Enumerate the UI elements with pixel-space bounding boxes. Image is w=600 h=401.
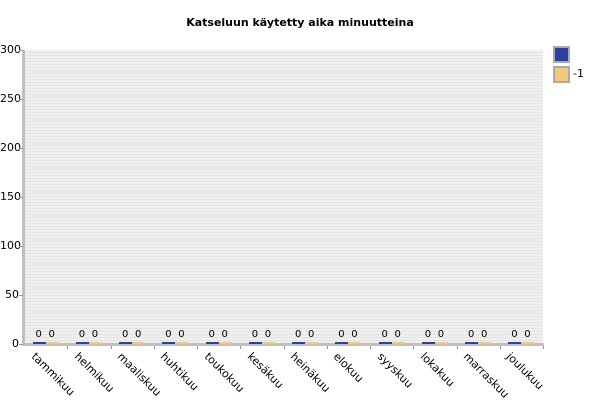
bar	[508, 342, 522, 344]
bar-value-label: 0	[251, 329, 259, 340]
y-tick-mark	[19, 344, 23, 345]
x-tick-mark	[283, 346, 285, 349]
chart-title: Katseluun käytetty aika minuutteina	[186, 16, 414, 29]
bar	[175, 342, 189, 344]
bar-value-label: 0	[351, 329, 358, 340]
x-tick-label: lokakuu	[417, 350, 458, 390]
legend-label-series-2: -1	[573, 67, 584, 80]
bar	[521, 342, 535, 344]
x-tick-mark	[67, 346, 69, 349]
legend-swatch-series-2	[553, 66, 570, 83]
x-tick-mark	[240, 346, 242, 349]
y-tick-label: 100	[0, 239, 21, 252]
y-axis-line	[22, 50, 25, 346]
bar	[305, 342, 319, 344]
bar	[292, 342, 306, 344]
bar	[119, 342, 133, 344]
x-tick-label: elokuu	[331, 350, 367, 386]
bar-value-label: 0	[121, 329, 129, 340]
y-tick-label: 250	[0, 92, 21, 105]
y-tick-mark	[19, 148, 23, 149]
x-tick-label: helmikuu	[71, 350, 117, 395]
bar	[378, 342, 392, 344]
bar-value-label: 0	[264, 329, 272, 340]
x-tick-label: kesäkuu	[244, 350, 286, 392]
x-tick-mark	[499, 346, 501, 349]
bar	[205, 342, 219, 344]
bar-value-label: 0	[524, 329, 531, 340]
bar	[478, 342, 492, 344]
bar-value-label: 0	[134, 329, 142, 340]
x-tick-label: huhtikuu	[158, 350, 202, 394]
x-tick-mark	[370, 346, 371, 349]
bar-value-label: 0	[48, 329, 55, 340]
bar-value-label: 0	[307, 329, 315, 340]
bar	[421, 342, 435, 344]
bar	[348, 342, 362, 344]
bar-value-label: 0	[78, 329, 86, 340]
bar-value-label: 0	[294, 329, 302, 340]
x-tick-mark	[153, 346, 155, 349]
bar	[88, 342, 102, 344]
x-tick-label: heinäkuu	[287, 350, 333, 395]
bar-value-label: 0	[35, 329, 42, 340]
x-tick-mark	[543, 346, 544, 349]
bar	[45, 342, 59, 344]
y-tick-mark	[19, 295, 23, 296]
x-tick-label: tammikuu	[28, 350, 77, 399]
x-tick-label: joulukuu	[504, 350, 547, 393]
x-tick-mark	[110, 346, 112, 349]
y-tick-mark	[19, 50, 23, 51]
bar	[162, 342, 176, 344]
bar	[391, 342, 405, 344]
bar-value-label: 0	[381, 329, 388, 340]
bar	[465, 342, 479, 344]
y-tick-mark	[19, 197, 23, 198]
bar-value-label: 0	[467, 329, 475, 340]
legend-swatch-series-1	[553, 46, 570, 63]
x-tick-mark	[326, 346, 328, 349]
plot-area	[24, 50, 543, 344]
bar	[335, 342, 349, 344]
x-tick-label: syyskuu	[374, 350, 416, 391]
bar-value-label: 0	[480, 329, 488, 340]
x-tick-label: maaliskuu	[114, 350, 164, 399]
bar-value-label: 0	[394, 329, 401, 340]
y-tick-mark	[19, 99, 23, 100]
bar-value-label: 0	[511, 329, 518, 340]
bar	[248, 342, 262, 344]
bar	[75, 342, 89, 344]
bar	[434, 342, 448, 344]
y-tick-label: 200	[0, 141, 21, 154]
y-tick-label: 0	[12, 337, 19, 350]
bar-value-label: 0	[208, 329, 215, 340]
bar	[32, 342, 46, 344]
y-tick-label: 300	[0, 43, 21, 56]
bar-value-label: 0	[437, 329, 445, 340]
bar	[261, 342, 275, 344]
bar	[132, 342, 146, 344]
bar-value-label: 0	[178, 329, 185, 340]
x-tick-mark	[413, 346, 415, 349]
bar-value-label: 0	[338, 329, 345, 340]
x-tick-mark	[197, 346, 198, 349]
y-tick-label: 50	[5, 288, 19, 301]
bar-value-label: 0	[221, 329, 228, 340]
bar-value-label: 0	[424, 329, 432, 340]
y-tick-mark	[19, 246, 23, 247]
x-tick-label: toukokuu	[201, 350, 247, 396]
x-axis-line	[22, 343, 544, 346]
y-tick-label: 150	[0, 190, 21, 203]
bar	[218, 342, 232, 344]
x-tick-mark	[456, 346, 458, 349]
bar-value-label: 0	[165, 329, 172, 340]
bar-value-label: 0	[91, 329, 99, 340]
